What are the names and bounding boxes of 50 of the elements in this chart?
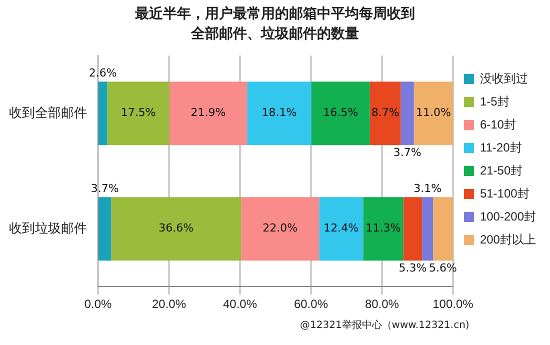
x-tick-label: 0.0% [84, 297, 112, 312]
data-label: 5.3% [398, 261, 427, 274]
data-label: 8.7% [371, 106, 400, 120]
legend-label: 21-50封 [480, 163, 523, 178]
data-label: 11.0% [416, 106, 451, 120]
x-tick-label: 80.0% [364, 297, 400, 312]
legend-label: 1-5封 [480, 94, 510, 108]
data-label: 5.6% [429, 261, 457, 274]
x-tick-label: 100.0% [432, 297, 474, 312]
bar [400, 82, 414, 146]
data-label: 3.7% [90, 182, 119, 195]
bar [107, 82, 170, 146]
legend-label: 11-20封 [480, 140, 522, 154]
bar [241, 197, 320, 261]
bar [247, 82, 312, 146]
data-label: 17.5% [120, 106, 156, 120]
bar [98, 197, 112, 261]
data-label: 3.1% [414, 182, 442, 195]
legend-label: 没收到过 [480, 71, 528, 86]
legend-label: 6-10封 [480, 117, 516, 132]
data-label: 2.6% [88, 66, 117, 80]
bar [403, 197, 422, 261]
bar [311, 82, 370, 146]
bar [98, 82, 108, 146]
data-label: 22.0% [262, 222, 298, 235]
bar [433, 197, 453, 261]
bar [363, 197, 404, 261]
data-label: 3.7% [393, 146, 422, 159]
chart-title: 最近半年，用户最常用的邮箱中平均每周收到全部邮件、垃圾邮件的数量 [134, 4, 416, 44]
x-tick-label: 60.0% [294, 297, 328, 312]
bar [111, 197, 242, 261]
data-label: 18.1% [262, 106, 297, 120]
data-label: 36.6% [158, 222, 194, 235]
bar [319, 197, 364, 261]
y-tick-label: 收到全部邮件 [9, 104, 87, 120]
x-tick-label: 20.0% [152, 297, 186, 312]
data-label: 12.4% [324, 222, 359, 235]
bar [370, 82, 401, 146]
legend-label: 200封以上 [480, 232, 536, 246]
legend-label: 100-200封 [480, 209, 536, 224]
bar [169, 82, 248, 146]
bar [422, 197, 434, 261]
x-tick-label: 40.0% [222, 297, 258, 312]
legend-label: 51-100封 [480, 186, 530, 200]
data-label: 21.9% [190, 106, 226, 120]
y-tick-label: 收到垃圾邮件 [9, 220, 87, 236]
text: @12321举报中心（www.12321.cn) [300, 318, 470, 332]
data-label: 16.5% [323, 106, 358, 120]
bar [414, 82, 453, 146]
data-label: 11.3% [366, 222, 401, 235]
